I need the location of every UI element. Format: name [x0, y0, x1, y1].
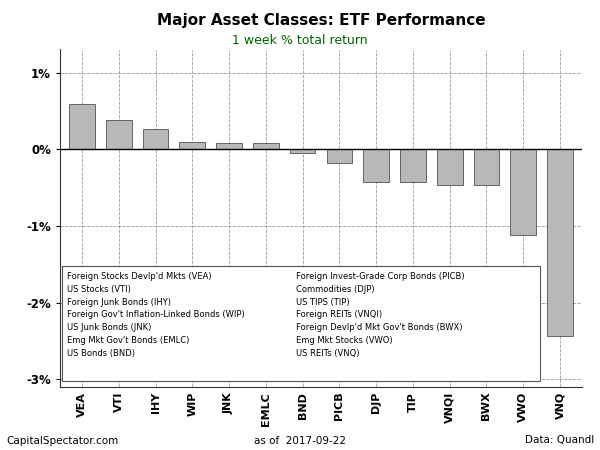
- Bar: [473, 149, 499, 185]
- FancyBboxPatch shape: [62, 266, 540, 381]
- Bar: [363, 149, 389, 182]
- Title: Major Asset Classes: ETF Performance: Major Asset Classes: ETF Performance: [157, 13, 485, 27]
- Bar: [216, 143, 242, 149]
- Bar: [143, 129, 169, 149]
- Bar: [69, 104, 95, 149]
- Bar: [253, 143, 279, 149]
- Text: 1 week % total return: 1 week % total return: [232, 34, 368, 47]
- Bar: [290, 149, 316, 153]
- Text: Foreign Invest-Grade Corp Bonds (PICB)
Commodities (DJP)
US TIPS (TIP)
Foreign R: Foreign Invest-Grade Corp Bonds (PICB) C…: [296, 272, 464, 358]
- Bar: [326, 149, 352, 163]
- Bar: [106, 120, 131, 149]
- Text: as of  2017-09-22: as of 2017-09-22: [254, 436, 346, 446]
- Text: Data: Quandl: Data: Quandl: [525, 436, 594, 446]
- Text: CapitalSpectator.com: CapitalSpectator.com: [6, 436, 118, 446]
- Bar: [437, 149, 463, 185]
- Bar: [547, 149, 573, 336]
- Bar: [511, 149, 536, 235]
- Bar: [400, 149, 426, 182]
- Bar: [179, 142, 205, 149]
- Text: Foreign Stocks Devlp'd Mkts (VEA)
US Stocks (VTI)
Foreign Junk Bonds (IHY)
Forei: Foreign Stocks Devlp'd Mkts (VEA) US Sto…: [67, 272, 245, 358]
